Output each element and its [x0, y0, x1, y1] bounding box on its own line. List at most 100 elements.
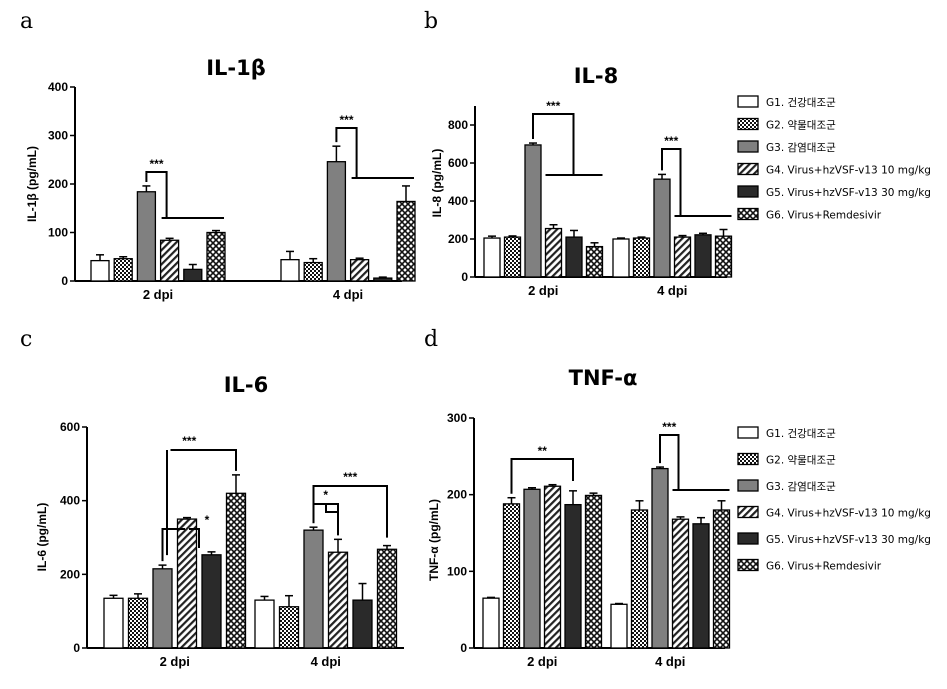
- significance-label: *: [323, 488, 328, 502]
- significance-bracket: [145, 171, 168, 218]
- panel-letter-b: b: [424, 9, 438, 34]
- x-category-label: 2 dpi: [528, 283, 558, 298]
- bar: [543, 485, 562, 649]
- significance-bracket: [325, 504, 338, 513]
- legend-item: G2. 약물대조군: [737, 452, 836, 467]
- bar: [113, 258, 133, 282]
- significance-annotations: *************************: [145, 99, 732, 562]
- bar: [585, 245, 604, 278]
- significance-label: ***: [182, 434, 196, 448]
- chart-title-d: TNF-α: [569, 366, 638, 390]
- legend-item: G4. Virus+hzVSF-v13 10 mg/kg: [737, 162, 931, 177]
- y-tick-label: 300: [447, 411, 467, 425]
- chart-title-c: IL-6: [224, 373, 269, 397]
- chart-title-a: IL-1β: [206, 56, 266, 80]
- legend-item: G2. 약물대조군: [737, 117, 836, 132]
- significance-label: **: [538, 444, 548, 458]
- legend-label: G6. Virus+Remdesivir: [766, 561, 882, 573]
- legend-swatch: [737, 532, 759, 545]
- bar: [523, 488, 541, 649]
- legend-label: G2. 약물대조군: [766, 120, 836, 132]
- bar: [651, 467, 669, 649]
- bar: [303, 261, 323, 282]
- bar: [610, 603, 628, 649]
- bar: [103, 597, 124, 649]
- legend-swatch: [737, 479, 759, 492]
- bar: [565, 236, 583, 278]
- bar: [90, 259, 110, 282]
- y-tick-label: 100: [447, 564, 467, 578]
- legend-label: G1. 건강대조군: [766, 97, 836, 109]
- bar: [278, 606, 300, 649]
- y-tick-label: 100: [48, 226, 68, 240]
- legend-item: G6. Virus+Remdesivir: [737, 207, 882, 222]
- significance-label: *: [205, 513, 210, 527]
- plot-a: 0 100 200 300 400 2 dpi 4 dpi: [48, 80, 416, 302]
- x-category-label: 4 dpi: [333, 287, 363, 302]
- y-tick-label: 400: [60, 494, 80, 508]
- legend-swatch: [737, 558, 759, 572]
- bar: [201, 554, 222, 649]
- legend-swatch: [737, 140, 759, 153]
- bar: [127, 597, 149, 649]
- legend-swatch: [737, 426, 759, 439]
- legend-item: G5. Virus+hzVSF-v13 30 mg/kg: [737, 532, 931, 546]
- plot-c: 0 200 400 600 2 dpi 4 dpi: [60, 420, 404, 669]
- bar: [159, 239, 180, 282]
- bar: [673, 236, 692, 278]
- y-tick-label: 200: [447, 488, 467, 502]
- legend-label: G4. Virus+hzVSF-v13 10 mg/kg: [766, 165, 931, 177]
- legend-label: G5. Virus+hzVSF-v13 30 mg/kg: [766, 187, 931, 199]
- legend-item: G5. Virus+hzVSF-v13 30 mg/kg: [737, 185, 931, 199]
- legend-item: G3. 감염대조군: [737, 140, 836, 154]
- plot-d: 0 100 200 300 2 dpi 4 dpi: [447, 411, 731, 669]
- bar: [183, 268, 203, 282]
- legend-swatch: [737, 505, 759, 519]
- chart-title-b: IL-8: [574, 64, 619, 88]
- legend-label: G4. Virus+hzVSF-v13 10 mg/kg: [766, 508, 931, 520]
- significance-label: ***: [662, 420, 676, 434]
- bar: [482, 597, 500, 649]
- bar: [376, 548, 398, 649]
- y-tick-label: 800: [448, 118, 468, 132]
- legend-item: G3. 감염대조군: [737, 479, 836, 493]
- x-category-label: 2 dpi: [527, 654, 557, 669]
- y-tick-label: 400: [48, 80, 68, 94]
- y-tick-label: 0: [73, 641, 80, 655]
- plot-b: 0 200 400 600 800 2 dpi 4 dpi: [448, 106, 733, 298]
- y-axis-label-c: IL-6 (pg/mL): [35, 503, 49, 572]
- bar: [584, 494, 603, 649]
- panel-letter-c: c: [20, 327, 32, 352]
- bar: [503, 236, 522, 278]
- significance-label: ***: [149, 157, 163, 171]
- bar: [612, 238, 630, 278]
- x-category-label: 4 dpi: [655, 654, 685, 669]
- legend-swatch: [737, 452, 759, 466]
- y-axis-label-b: IL-8 (pg/mL): [430, 149, 444, 218]
- legend-swatch: [737, 185, 759, 198]
- significance-bracket: [170, 449, 237, 471]
- bar: [303, 529, 324, 649]
- legend-swatch: [737, 117, 759, 131]
- bar: [694, 234, 712, 278]
- significance-label: ***: [339, 113, 353, 127]
- legend-label: G2. 약물대조군: [766, 455, 836, 467]
- bar: [206, 231, 226, 282]
- bar: [280, 259, 300, 282]
- legend-swatch: [737, 207, 759, 221]
- legend-label: G5. Virus+hzVSF-v13 30 mg/kg: [766, 534, 931, 546]
- legend-swatch: [737, 162, 759, 176]
- y-tick-label: 600: [448, 156, 468, 170]
- x-category-label: 2 dpi: [143, 287, 173, 302]
- significance-bracket: [510, 458, 574, 494]
- bar: [352, 599, 373, 649]
- bar: [136, 191, 157, 282]
- y-axis-label-d: TNF-α (pg/mL): [427, 499, 441, 581]
- y-axis-label-a: IL-1β (pg/mL): [25, 146, 39, 222]
- legend-item: G1. 건강대조군: [737, 426, 836, 440]
- panel-letter-d: d: [424, 327, 438, 352]
- x-category-label: 4 dpi: [657, 283, 687, 298]
- legend-item: G1. 건강대조군: [737, 95, 836, 109]
- significance-bracket: [161, 528, 185, 562]
- bar: [396, 200, 416, 282]
